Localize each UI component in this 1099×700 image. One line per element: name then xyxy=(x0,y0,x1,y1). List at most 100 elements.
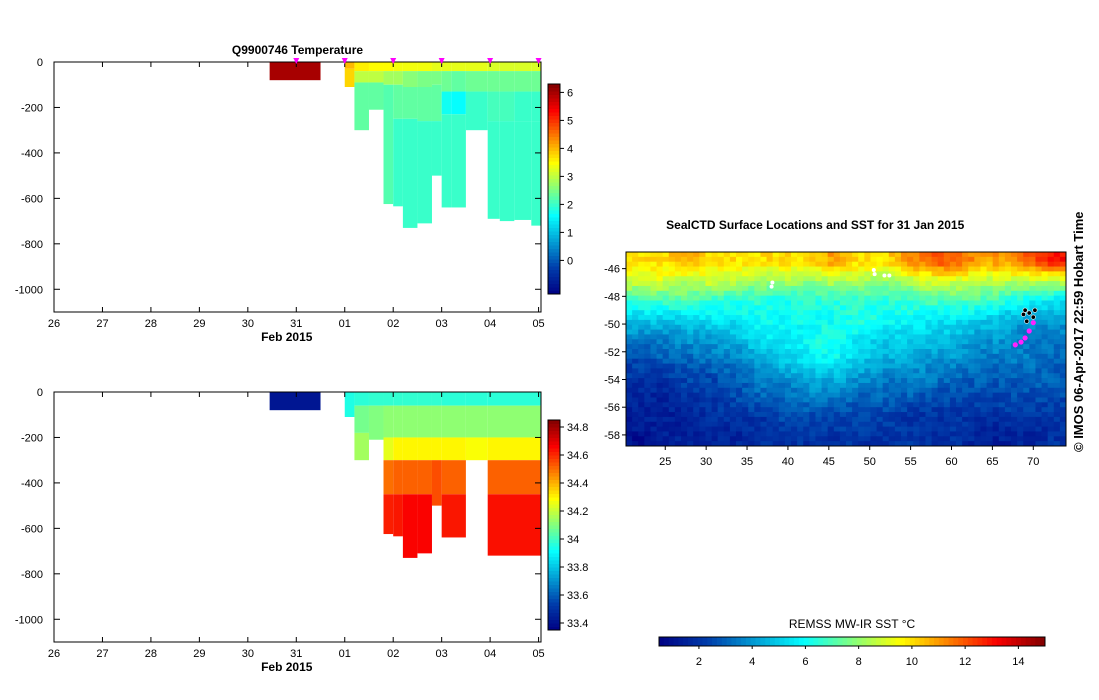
sst-cell xyxy=(864,363,871,369)
sst-cell xyxy=(1011,256,1018,263)
sst-cell xyxy=(962,349,969,355)
sst-cell xyxy=(650,368,657,374)
sst-cell xyxy=(784,334,792,340)
sst-cell xyxy=(907,276,914,282)
sst-cell xyxy=(949,324,957,330)
sst-cell xyxy=(650,436,657,442)
sst-cell xyxy=(717,421,725,427)
sst-cell xyxy=(815,416,822,423)
sst-cell xyxy=(803,315,810,321)
sst-cell xyxy=(644,295,651,301)
sst-cell xyxy=(766,431,774,437)
sst-cell xyxy=(1035,285,1042,292)
sst-cell xyxy=(778,276,786,282)
section-cell xyxy=(451,71,466,92)
sst-cell xyxy=(668,319,676,326)
sst-cell xyxy=(833,256,841,263)
sst-cell xyxy=(668,368,676,374)
sst-cell xyxy=(1017,382,1024,389)
section-cell xyxy=(402,494,418,558)
sst-cell xyxy=(888,387,896,394)
profile-marker xyxy=(341,58,348,64)
sst-cell xyxy=(956,387,963,394)
sst-cell xyxy=(674,310,682,316)
colorbar-segment xyxy=(548,616,560,620)
sst-cell xyxy=(803,305,810,311)
sst-colorbar-segment xyxy=(909,637,916,646)
colorbar-segment xyxy=(548,553,560,557)
sst-cell xyxy=(1047,305,1055,311)
sst-cell xyxy=(626,276,633,282)
sst-cell xyxy=(925,319,932,326)
sst-cell xyxy=(766,319,774,326)
sst-cell xyxy=(1035,416,1042,423)
sst-cell xyxy=(662,315,670,321)
sst-cell xyxy=(772,436,780,442)
sst-cell xyxy=(894,305,902,311)
sst-cell xyxy=(1059,256,1067,263)
sst-cell xyxy=(760,382,767,389)
sst-cell xyxy=(913,407,920,413)
colorbar-segment xyxy=(548,182,560,186)
sst-cell xyxy=(1029,300,1036,306)
sst-cell xyxy=(980,281,987,287)
sst-cell xyxy=(907,436,914,442)
sst-cell xyxy=(919,305,926,311)
sst-cell xyxy=(705,334,712,340)
sst-cell xyxy=(699,266,706,272)
sst-cell xyxy=(717,387,725,394)
sst-cell xyxy=(687,276,694,282)
sst-cell xyxy=(797,368,804,374)
sst-cell xyxy=(870,319,877,326)
sst-cell xyxy=(864,358,871,364)
sst-cell xyxy=(882,300,890,306)
sst-cell xyxy=(766,402,774,408)
sst-cell xyxy=(784,378,792,384)
sst-cell xyxy=(717,358,725,364)
x-tick-label: 04 xyxy=(484,648,496,660)
colorbar-segment xyxy=(548,577,560,582)
sst-cell xyxy=(931,334,939,340)
sst-cell xyxy=(839,271,847,277)
sst-cell xyxy=(742,276,749,282)
sst-cell xyxy=(791,416,798,423)
sst-cell xyxy=(839,324,847,330)
section-cell xyxy=(441,405,466,438)
sst-cell xyxy=(1023,441,1030,447)
sst-cell xyxy=(858,266,865,272)
sst-cell xyxy=(809,353,816,360)
sst-cell xyxy=(876,290,884,297)
sst-cell xyxy=(772,285,780,292)
sst-cell xyxy=(711,295,719,301)
section-cell xyxy=(531,91,541,122)
sst-cell xyxy=(656,339,664,345)
sst-cell xyxy=(968,300,975,306)
sst-cell xyxy=(949,295,957,301)
sst-cell xyxy=(833,392,841,398)
sst-cell xyxy=(748,412,755,418)
sst-cell xyxy=(1053,344,1061,350)
sst-cell xyxy=(729,407,737,413)
sst-cell xyxy=(772,421,780,427)
sst-colorbar-segment xyxy=(914,637,921,646)
sst-cell xyxy=(962,412,969,418)
sst-cell xyxy=(662,349,670,355)
sst-cell xyxy=(974,436,981,442)
sst-cell xyxy=(1035,344,1042,350)
sst-cell xyxy=(992,266,1000,272)
sst-cell xyxy=(962,387,969,394)
sst-cell xyxy=(717,344,725,350)
sst-cell xyxy=(968,358,975,364)
sst-colorbar-tick-label: 6 xyxy=(802,656,808,668)
sst-cell xyxy=(1053,271,1061,277)
colorbar-segment xyxy=(548,126,560,130)
sst-cell xyxy=(711,426,719,432)
sst-cell xyxy=(1029,305,1036,311)
sst-cell xyxy=(894,382,902,389)
sst-cell xyxy=(803,441,810,447)
sst-cell xyxy=(913,349,920,355)
sst-cell xyxy=(1017,261,1024,267)
sst-cell xyxy=(876,252,884,258)
sst-cell xyxy=(919,353,926,360)
sst-cell xyxy=(1011,252,1018,258)
